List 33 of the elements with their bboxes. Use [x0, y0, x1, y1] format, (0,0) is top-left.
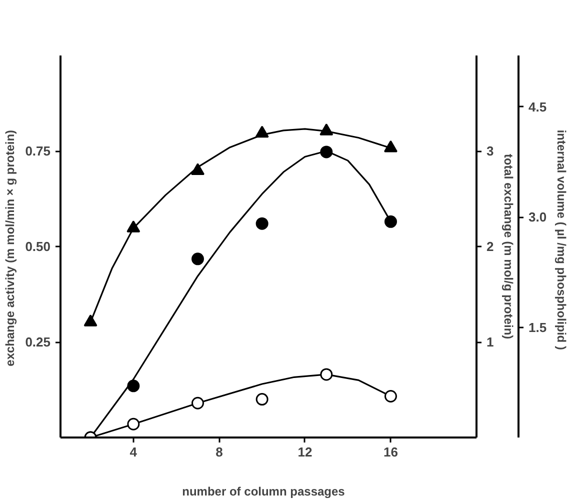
point: [256, 393, 268, 406]
y2-axis-title: total exchange (m mol/g protein): [502, 154, 516, 340]
y3-axis-title: internal volume ( µl /mg phospholipid ): [554, 130, 569, 350]
point: [191, 252, 204, 266]
y2-tick-label: 2: [486, 239, 494, 254]
point: [126, 220, 140, 232]
point: [256, 217, 268, 230]
x-tick-label: 8: [216, 444, 223, 460]
y-axis-title: exchange activity (m mol/min × g protein): [3, 130, 18, 366]
point: [127, 418, 140, 430]
point: [384, 215, 397, 228]
y-tick-label: 0.75: [25, 144, 51, 158]
point: [320, 123, 334, 136]
point: [384, 140, 398, 152]
y3-tick-label: 1.5: [528, 320, 547, 335]
y-tick-label: 0.25: [25, 334, 51, 350]
point: [191, 396, 204, 410]
point: [127, 380, 140, 392]
y2-tick-label: 1: [486, 334, 494, 350]
x-tick-label: 16: [383, 444, 398, 460]
y2-tick-label: 3: [486, 144, 494, 158]
point: [320, 368, 333, 381]
y3-tick-label: 3.0: [528, 210, 547, 225]
x-tick-label: 4: [130, 444, 138, 460]
y3-tick-label: 4.5: [528, 99, 547, 114]
point: [190, 163, 204, 176]
point: [384, 390, 397, 402]
x-axis-title: number of column passages: [182, 484, 346, 498]
point: [255, 126, 269, 138]
point: [320, 146, 333, 158]
x-tick-label: 12: [298, 444, 312, 460]
point: [84, 314, 98, 326]
y-tick-label: 0.50: [25, 239, 51, 254]
